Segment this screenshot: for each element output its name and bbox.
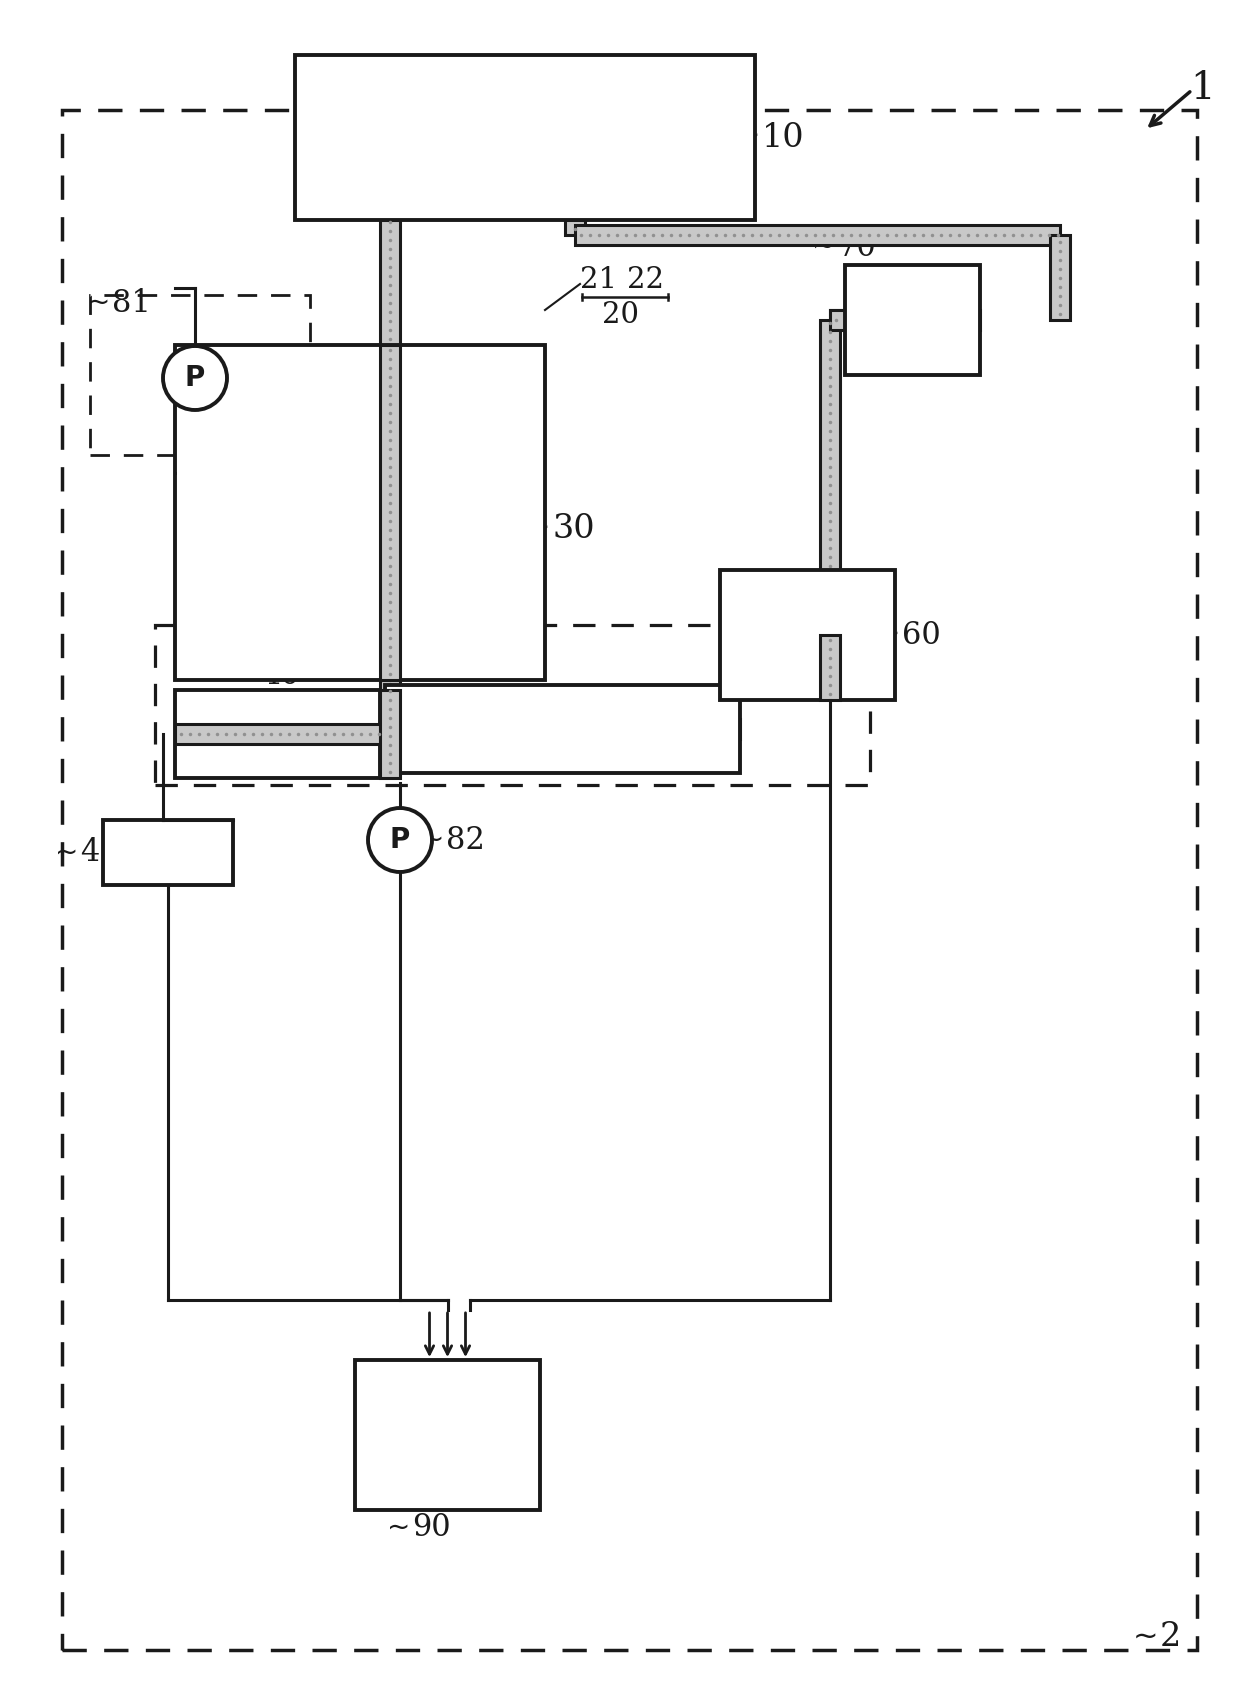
Text: 21: 21 (580, 266, 618, 293)
Text: 2: 2 (1159, 1620, 1182, 1652)
Bar (830, 310, 844, 330)
Bar (175, 346, 546, 679)
Bar (175, 723, 379, 744)
Bar (844, 265, 980, 374)
Text: ~: ~ (87, 288, 110, 317)
Text: 30: 30 (552, 513, 595, 545)
Bar (565, 219, 585, 234)
Bar (175, 690, 379, 777)
Bar (379, 690, 401, 777)
Bar (820, 636, 839, 700)
Text: 81: 81 (112, 288, 151, 319)
Text: 50: 50 (417, 651, 456, 683)
Text: ~: ~ (877, 620, 900, 649)
Text: 41: 41 (81, 836, 119, 868)
Text: 90: 90 (413, 1512, 451, 1543)
Bar (355, 1361, 539, 1511)
Bar (384, 685, 740, 772)
Bar (1050, 234, 1070, 320)
Text: 82: 82 (446, 824, 485, 855)
Text: ~: ~ (734, 123, 760, 152)
Text: 40: 40 (260, 659, 300, 691)
Text: ~: ~ (1132, 1622, 1158, 1652)
Text: ~: ~ (392, 652, 415, 681)
Bar (177, 347, 217, 678)
Text: 70: 70 (837, 231, 875, 263)
Bar (379, 346, 401, 679)
Bar (295, 56, 755, 219)
Text: ~: ~ (55, 838, 78, 867)
Bar (379, 718, 740, 738)
Text: P: P (389, 826, 410, 855)
Bar (379, 679, 401, 690)
Text: ~: ~ (236, 661, 259, 690)
Bar (379, 219, 401, 346)
Bar (720, 626, 740, 646)
Bar (830, 310, 980, 330)
Text: P: P (185, 364, 205, 393)
Text: 1: 1 (1190, 69, 1215, 106)
Text: ~: ~ (812, 233, 835, 261)
Text: 22: 22 (627, 266, 663, 293)
Bar (155, 626, 870, 786)
Text: ~: ~ (387, 1514, 410, 1543)
Bar (103, 819, 233, 885)
Text: 20: 20 (601, 302, 639, 329)
Text: ~: ~ (525, 514, 551, 545)
Circle shape (368, 808, 432, 872)
Bar (575, 224, 1060, 244)
Text: 60: 60 (901, 619, 941, 651)
Bar (91, 295, 310, 455)
Text: ~: ~ (420, 826, 444, 855)
Text: 10: 10 (763, 121, 805, 153)
Bar (720, 570, 895, 700)
Circle shape (162, 346, 227, 410)
Bar (820, 320, 839, 636)
